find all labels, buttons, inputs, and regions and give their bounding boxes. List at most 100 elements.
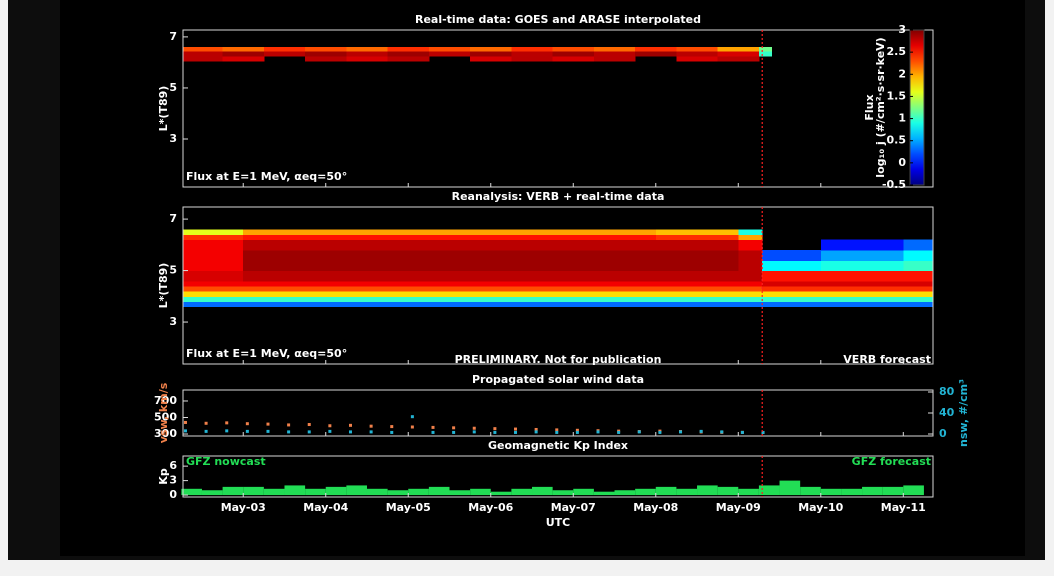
heatmap-cell — [573, 229, 657, 236]
bar — [717, 486, 739, 496]
heatmap-cell — [183, 296, 244, 302]
bar — [387, 490, 409, 496]
heatmap-cell — [762, 249, 822, 261]
heatmap-cell — [717, 56, 760, 62]
annotation: Flux at E=1 MeV, αeq=50° — [186, 170, 347, 183]
heatmap-cell — [183, 229, 244, 236]
heatmap-cell — [243, 270, 327, 282]
heatmap-cell — [903, 296, 933, 302]
bar — [593, 491, 615, 496]
bar — [573, 488, 594, 496]
panel-title: Propagated solar wind data — [472, 373, 644, 386]
colorbar — [909, 29, 925, 186]
heatmap-cell — [738, 286, 763, 292]
heatmap-cell — [635, 50, 677, 57]
y-tick-label: 6 — [169, 459, 177, 472]
heatmap-cell — [325, 239, 409, 251]
heatmap-cell — [387, 50, 430, 57]
data-point — [720, 430, 724, 434]
heatmap-cell — [655, 280, 739, 287]
heatmap-cell — [222, 56, 265, 62]
heatmap-cell — [346, 50, 389, 57]
heatmap-cell — [243, 296, 327, 302]
heatmap-cell — [325, 280, 409, 287]
heatmap-cell — [511, 50, 554, 57]
data-point — [637, 430, 641, 434]
data-point — [348, 430, 352, 434]
heatmap-cell — [573, 296, 657, 302]
data-point — [410, 425, 414, 429]
heatmap-cell — [511, 47, 554, 52]
heatmap-cell — [762, 301, 822, 308]
data-point — [534, 427, 538, 431]
y-axis-label: L*(T89) — [157, 263, 170, 309]
data-point — [514, 427, 518, 431]
bar — [243, 486, 264, 496]
heatmap-cell — [511, 56, 554, 62]
y-tick-label: 7 — [169, 30, 177, 43]
bar — [903, 485, 924, 496]
heatmap-cell — [183, 280, 244, 287]
heatmap-cell — [470, 56, 512, 62]
heatmap-cell — [676, 56, 719, 62]
heatmap-cell — [573, 286, 657, 292]
bar — [284, 485, 306, 496]
heatmap-cell — [655, 296, 739, 302]
data-point — [555, 430, 559, 434]
x-tick-label: May-08 — [633, 501, 678, 514]
y-tick-label: 5 — [169, 81, 177, 94]
bar — [697, 485, 718, 496]
data-point — [183, 420, 187, 424]
bar — [366, 488, 388, 496]
heatmap-cell — [820, 270, 904, 282]
data-point — [472, 430, 476, 434]
heatmap-cell — [762, 270, 822, 282]
data-point — [575, 428, 579, 432]
y2-axis-label: nsw, #/cm³ — [957, 379, 970, 447]
colorbar-label: log₁₀ j (#/cm²·s·sr·keV) — [874, 37, 887, 177]
x-tick-label: May-04 — [303, 501, 348, 514]
bar — [181, 488, 202, 496]
heatmap-cell — [305, 50, 347, 57]
plot-frame — [182, 455, 934, 498]
bar — [222, 486, 244, 496]
colorbar-tick-label: -0.5 — [882, 178, 906, 191]
heatmap-cell — [762, 280, 822, 287]
heatmap-cell — [263, 50, 306, 57]
annotation: VERB forecast — [843, 353, 931, 366]
heatmap-cell — [820, 239, 904, 251]
heatmap-cell — [490, 239, 574, 251]
heatmap-cell — [820, 296, 904, 302]
bar — [676, 488, 698, 496]
heatmap-cell — [573, 291, 657, 297]
heatmap-cell — [183, 301, 244, 308]
heatmap-cell — [408, 301, 492, 308]
heatmap-cell — [408, 270, 492, 282]
annotation: GFZ nowcast — [186, 455, 266, 468]
heatmap-cell — [470, 47, 512, 52]
heatmap-cell — [903, 270, 933, 282]
data-point — [699, 429, 703, 433]
y-tick-label: 0 — [169, 488, 177, 501]
data-point — [204, 421, 208, 425]
heatmap-cell — [738, 260, 763, 272]
colorbar-title: Flux — [863, 94, 876, 120]
heatmap-cell — [325, 301, 409, 308]
heatmap-cell — [183, 249, 244, 261]
bar — [532, 486, 553, 496]
heatmap-cell — [573, 280, 657, 287]
heatmap-cell — [762, 286, 822, 292]
heatmap-cell — [408, 280, 492, 287]
heatmap-cell — [738, 301, 763, 308]
data-point — [534, 430, 538, 434]
heatmap-cell — [490, 291, 574, 297]
data-point — [183, 429, 187, 433]
heatmap-cell — [490, 229, 574, 236]
data-point — [575, 430, 579, 434]
bar — [779, 480, 801, 496]
panel-title: Real-time data: GOES and ARASE interpola… — [415, 13, 701, 26]
heatmap-cell — [243, 229, 327, 236]
data-point — [245, 429, 249, 433]
heatmap-cell — [738, 296, 763, 302]
